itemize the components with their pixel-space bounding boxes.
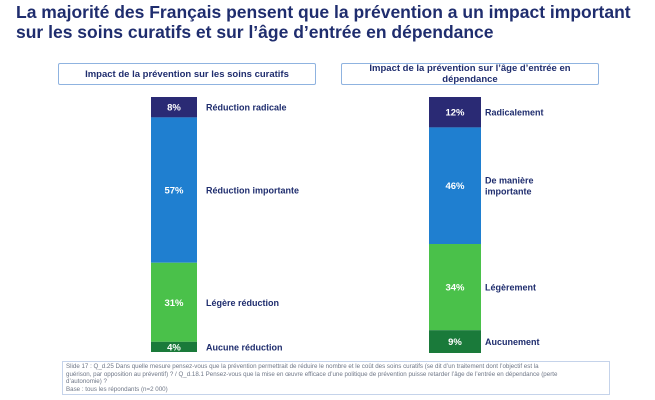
chart-1-value-label-3: 31%: [164, 298, 184, 309]
chart-2-category-label-3: Légèrement: [485, 283, 536, 293]
chart-2-value-label-2: 46%: [445, 181, 465, 192]
chart-2-category-label-1: Radicalement: [485, 108, 544, 118]
chart-2-bar-segment-4: [429, 330, 481, 353]
chart-1-category-label-3: Légère réduction: [206, 298, 279, 308]
footnote-line-4: Base : tous les répondants (n=2 000): [66, 385, 168, 393]
chart-2-title: Impact de la prévention sur l’âge d’entr…: [341, 63, 599, 85]
chart-1-title: Impact de la prévention sur les soins cu…: [58, 63, 316, 85]
chart-2-category-label-4: Aucunement: [485, 337, 540, 347]
footnote: Slide 17 : Q_d.25 Dans quelle mesure pen…: [62, 361, 610, 395]
footnote-line-2: guérison, par opposition au préventif) ?…: [66, 370, 558, 378]
chart-2-bar-segment-3: [429, 244, 481, 331]
chart-1-value-label-1: 8%: [167, 103, 181, 114]
chart-1-value-label-2: 57%: [164, 186, 184, 197]
chart-1-bar-segment-4: [151, 341, 197, 352]
footnote-line-1: Slide 17 : Q_d.25 Dans quelle mesure pen…: [66, 363, 539, 370]
chart-2-category-label-2: De manière importante: [485, 176, 534, 197]
chart-1-bar-segment-1: [151, 97, 197, 118]
chart-2-value-label-4: 9%: [448, 337, 462, 348]
chart-1-value-label-4: 4%: [167, 342, 181, 353]
chart-2-value-label-1: 12%: [445, 108, 465, 119]
page-title: La majorité des Français pensent que la …: [16, 2, 631, 42]
chart-2-bar-segment-2: [429, 127, 481, 245]
chart-1-category-label-2: Réduction importante: [206, 186, 299, 196]
chart-2-value-label-3: 34%: [445, 283, 465, 294]
chart-2-bar-segment-1: [429, 97, 481, 128]
chart-1-bar-segment-3: [151, 262, 197, 342]
footnote-line-3: d’autonomie) ?: [66, 378, 107, 386]
chart-1-category-label-4: Aucune réduction: [206, 342, 283, 352]
chart-1-bar-segment-2: [151, 117, 197, 263]
chart-1-category-label-1: Réduction radicale: [206, 103, 287, 113]
